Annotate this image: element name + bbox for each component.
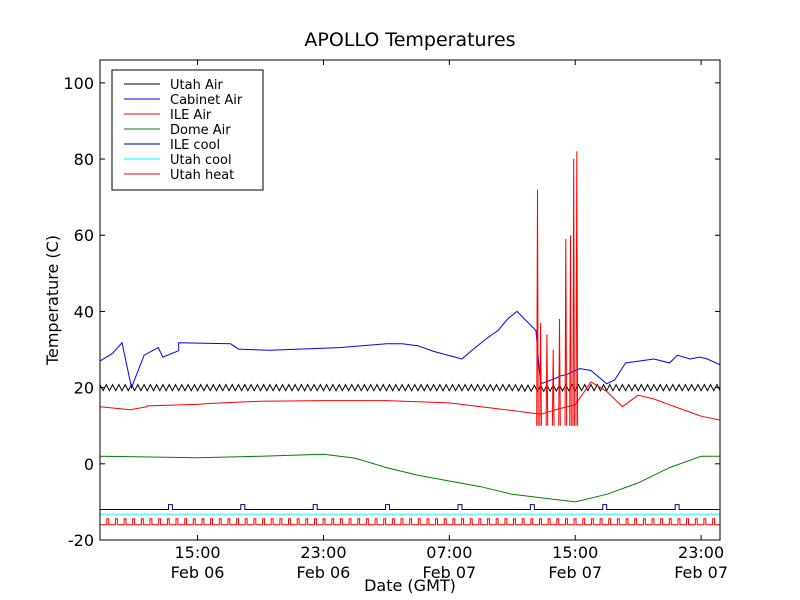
legend-label-dome-air: Dome Air — [170, 123, 231, 138]
heater-spike — [558, 318, 561, 426]
heater-spike — [564, 238, 568, 426]
legend-label-utah-cool: Utah cool — [170, 153, 232, 168]
y-axis-label: Temperature (C) — [43, 235, 62, 366]
heater-spike — [569, 235, 572, 426]
y-tick-label: 100 — [63, 74, 94, 93]
legend-label-cabinet-air: Cabinet Air — [170, 93, 243, 108]
heater-spike — [575, 151, 579, 426]
series-line-ile-air — [100, 381, 720, 421]
x-tick-label-date: Feb 07 — [422, 563, 476, 582]
series-line-utah-heat — [100, 518, 720, 526]
y-tick-label: 60 — [74, 226, 94, 245]
y-tick-label: -20 — [68, 531, 94, 550]
heater-spike — [572, 158, 575, 426]
y-tick-label: 40 — [74, 302, 94, 321]
heater-spike — [545, 334, 549, 426]
x-tick-label-time: 15:00 — [175, 543, 221, 562]
heater-spike — [539, 322, 542, 426]
heater-spike — [551, 349, 555, 426]
legend-label-ile-cool: ILE cool — [170, 138, 220, 153]
series-layer — [100, 151, 720, 526]
legend-label-utah-air: Utah Air — [170, 78, 223, 93]
y-tick-label: 0 — [84, 455, 94, 474]
x-axis-label: Date (GMT) — [364, 576, 456, 595]
heater-spike — [536, 189, 539, 426]
x-tick-label-time: 07:00 — [426, 543, 472, 562]
y-tick-label: 80 — [74, 150, 94, 169]
chart-title: APOLLO Temperatures — [304, 29, 515, 51]
series-line-dome-air — [100, 453, 720, 503]
series-line-utah-air — [100, 383, 720, 393]
legend-label-utah-heat: Utah heat — [170, 168, 234, 183]
x-tick-label-date: Feb 06 — [297, 563, 351, 582]
legend-box — [111, 69, 264, 191]
x-tick-label-time: 23:00 — [678, 543, 724, 562]
x-tick-label-time: 23:00 — [300, 543, 346, 562]
plot-frame — [99, 59, 721, 541]
x-tick-label-date: Feb 07 — [548, 563, 602, 582]
x-tick-label-date: Feb 06 — [171, 563, 225, 582]
x-tick-label-date: Feb 07 — [674, 563, 728, 582]
series-line-cabinet-air — [100, 310, 720, 390]
legend-label-ile-air: ILE Air — [170, 108, 212, 123]
series-line-ile-cool — [100, 504, 720, 510]
x-tick-label-time: 15:00 — [552, 543, 598, 562]
y-tick-label: 20 — [74, 379, 94, 398]
